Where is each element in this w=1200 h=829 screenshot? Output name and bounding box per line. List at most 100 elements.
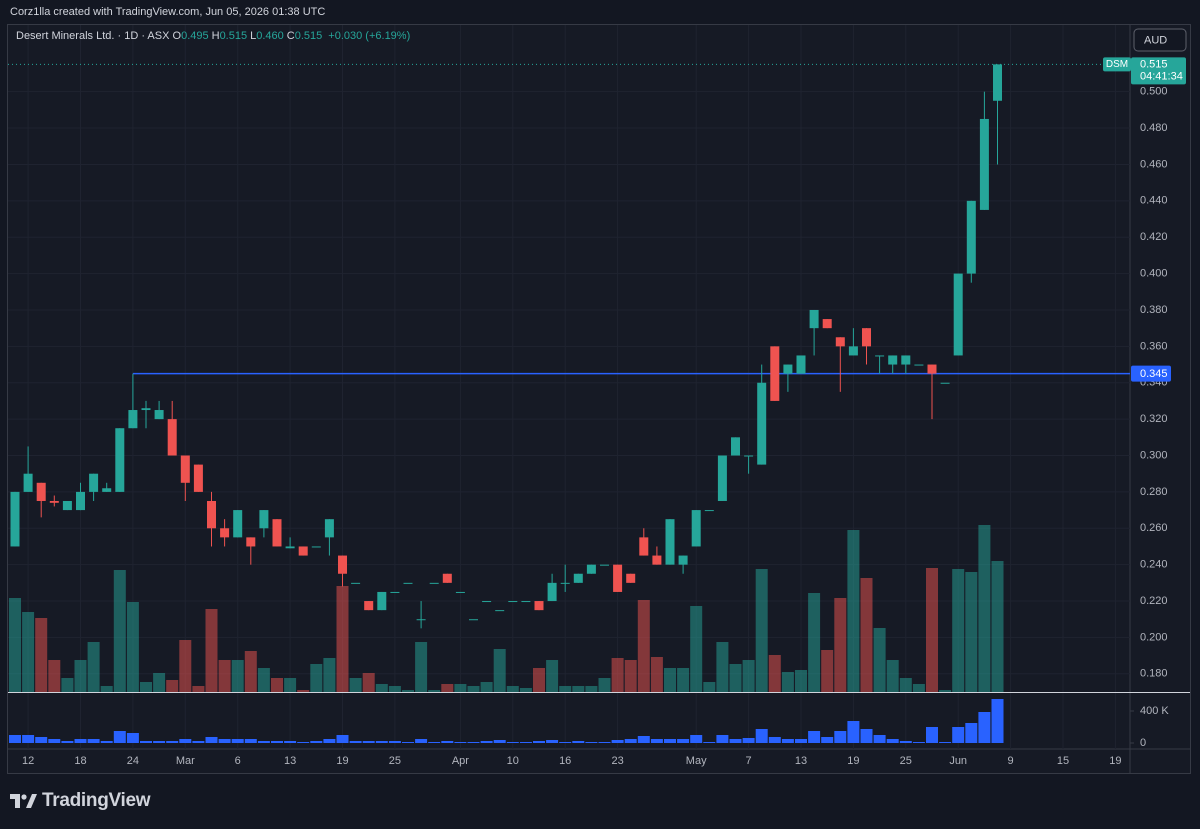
- volume-pane-bar: [9, 735, 21, 743]
- volume-pane-bar: [899, 741, 912, 743]
- volume-pane-bar: [860, 729, 873, 743]
- volume-bar: [926, 568, 938, 692]
- last-price-label: 0.515: [1140, 58, 1168, 70]
- candle-body: [469, 619, 478, 621]
- candle-body: [940, 382, 950, 384]
- volume-pane-bar: [192, 741, 205, 743]
- volume-pane-bar: [664, 739, 676, 743]
- volume-pane-bar: [886, 739, 899, 743]
- legend-key: O: [172, 30, 182, 42]
- candle-body: [875, 355, 885, 357]
- last-price-countdown: 04:41:34: [1140, 70, 1183, 82]
- volume-pane-bar: [729, 739, 742, 743]
- x-tick-label: 12: [22, 755, 34, 767]
- candle-body: [10, 491, 20, 547]
- volume-pane-bar: [978, 712, 991, 743]
- volume-bar: [624, 660, 637, 692]
- volume-pane-bar: [100, 741, 113, 743]
- volume-bar: [873, 628, 886, 692]
- legend-key: L: [250, 30, 257, 42]
- logo-icon: [10, 794, 37, 808]
- candle-body: [796, 355, 806, 374]
- volume-bar: [585, 686, 598, 692]
- volume-bar: [729, 664, 742, 692]
- logo-text: TradingView: [42, 790, 151, 811]
- candle-body: [731, 437, 740, 456]
- candle-body: [547, 582, 557, 602]
- volume-pane-bar: [179, 739, 192, 743]
- candle-body: [89, 473, 99, 492]
- volume-pane-bar: [205, 737, 218, 743]
- volume-bar: [808, 593, 821, 692]
- volume-pane-bar: [231, 739, 244, 743]
- x-tick-label: 23: [611, 755, 623, 767]
- candle-body: [888, 355, 898, 365]
- volume-bar: [310, 664, 323, 692]
- volume-bar: [991, 561, 1004, 692]
- x-tick-label: 19: [336, 755, 348, 767]
- candle-body: [626, 573, 636, 583]
- candle-body: [364, 601, 374, 611]
- volume-pane-bar: [598, 742, 611, 743]
- candle-body: [403, 582, 413, 584]
- volume-bar: [297, 690, 310, 692]
- volume-pane-bar: [677, 739, 690, 743]
- currency-button[interactable]: [1133, 28, 1187, 52]
- candle-body: [233, 510, 243, 538]
- volume-bar: [755, 569, 768, 692]
- candle-body: [534, 601, 544, 611]
- last-price-tag: [1131, 57, 1186, 85]
- volume-pane-bar: [821, 737, 834, 743]
- y-tick-label: 0.440: [1140, 195, 1168, 207]
- volume-bar: [546, 660, 559, 692]
- volume-pane-bar: [454, 742, 467, 743]
- volume-bar: [952, 569, 965, 692]
- volume-pane-bar: [375, 741, 388, 743]
- symbol-label: DSM: [1106, 59, 1128, 70]
- legend: Desert Minerals Ltd. · 1D · ASX O0.495 H0…: [16, 30, 413, 42]
- y-tick-label: 0.240: [1140, 559, 1168, 571]
- candle-body: [246, 537, 256, 547]
- volume-bar: [205, 609, 218, 692]
- candle-body: [141, 408, 151, 411]
- legend-key: H: [211, 30, 220, 42]
- candle-body: [220, 528, 230, 538]
- x-tick-label: 15: [1057, 755, 1069, 767]
- volume-bar: [61, 678, 74, 692]
- volume-pane-bar: [572, 741, 585, 743]
- volume-pane-bar: [441, 741, 454, 743]
- y-tick-label: 0.180: [1140, 668, 1168, 680]
- volume-pane-bar: [35, 737, 48, 743]
- volume-pane-bar: [611, 740, 624, 743]
- symbol-tag: [1103, 57, 1131, 72]
- volume-bar: [218, 660, 231, 692]
- candle-body: [324, 519, 334, 538]
- candle-body: [822, 319, 832, 329]
- candle-body: [455, 591, 465, 593]
- volume-pane-bar: [834, 731, 847, 743]
- candle-body: [757, 382, 767, 465]
- legend-title: Desert Minerals Ltd. · 1D · ASX: [16, 30, 170, 42]
- volume-pane-bar: [402, 742, 414, 743]
- y-tick-label: 0.400: [1140, 267, 1168, 279]
- volume-bar: [441, 684, 454, 692]
- volume-bar: [978, 525, 991, 692]
- volume-pane-bar: [795, 739, 807, 743]
- volume-bar: [664, 668, 676, 692]
- volume-tick-label: 400 K: [1140, 705, 1169, 717]
- price-line-label: 0.345: [1140, 368, 1168, 380]
- x-tick-label: 25: [900, 755, 912, 767]
- legend-value: 0.515: [219, 30, 248, 42]
- candle-body: [207, 500, 216, 529]
- x-tick-label: 16: [559, 755, 571, 767]
- candle-body: [717, 455, 727, 501]
- legend-value: 0.460: [256, 30, 284, 42]
- candle-body: [993, 64, 1002, 101]
- volume-pane-bar: [140, 741, 152, 743]
- candle-body: [338, 555, 347, 574]
- volume-pane-bar: [336, 735, 349, 743]
- volume-pane-bar: [506, 742, 519, 743]
- candle-body: [979, 118, 989, 210]
- volume-pane-bar: [244, 739, 257, 743]
- x-tick-label: 7: [746, 755, 752, 767]
